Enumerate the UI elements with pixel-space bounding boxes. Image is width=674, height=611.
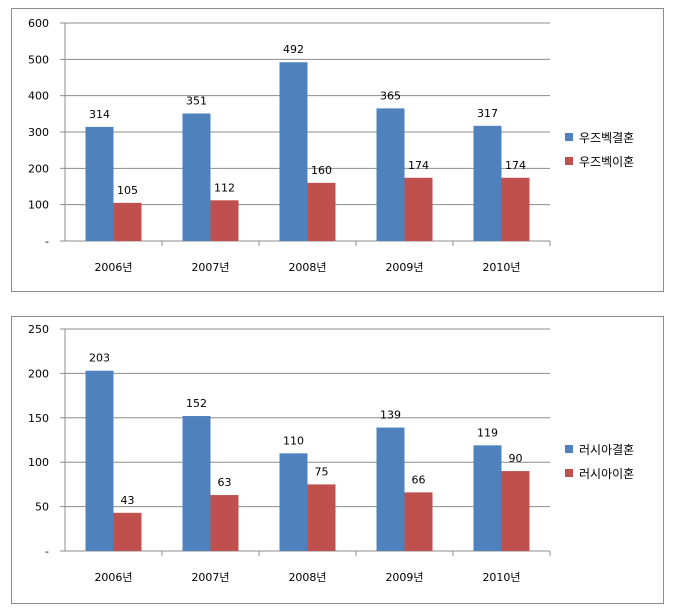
bar-value-label: 351: [186, 94, 207, 107]
bar-value-label: 90: [509, 452, 523, 465]
y-tick-label: 400: [28, 90, 49, 103]
bar: [473, 125, 502, 241]
bar-value-label: 174: [408, 159, 429, 172]
x-tick-label: 2008년: [288, 261, 326, 274]
bar: [307, 182, 336, 241]
y-tick-label: 50: [35, 501, 49, 514]
bar-value-label: 110: [283, 434, 304, 447]
bar-value-label: 174: [505, 159, 526, 172]
legend-swatch: [565, 469, 573, 477]
bar: [85, 126, 114, 241]
x-tick-label: 2007년: [191, 571, 229, 584]
bar-value-label: 492: [283, 43, 304, 56]
bar: [182, 113, 211, 241]
bar-value-label: 75: [315, 465, 329, 478]
legend-label: 우즈벡이혼: [579, 154, 635, 169]
chart-panel-1: - 100 200 300 400 500 600 314 105 2006년 351 112 2007…: [11, 8, 664, 292]
y-tick-label: 100: [28, 456, 49, 469]
y-tick-label: 150: [28, 412, 49, 425]
legend-item: 우즈벡이혼: [565, 149, 634, 173]
x-tick-label: 2009년: [385, 571, 423, 584]
x-tick-label: 2009년: [385, 261, 423, 274]
y-tick-label: 200: [28, 367, 49, 380]
bar-value-label: 317: [477, 107, 498, 120]
legend-label: 우즈벡결혼: [579, 130, 635, 145]
x-tick-label: 2010년: [482, 571, 520, 584]
y-tick-label: -: [45, 545, 49, 558]
bar-value-label: 112: [214, 181, 235, 194]
bar-value-label: 43: [121, 494, 135, 507]
bar-value-label: 314: [89, 108, 110, 121]
bar: [210, 200, 239, 241]
x-tick-label: 2006년: [94, 261, 132, 274]
bar: [404, 177, 433, 241]
y-tick-label: 300: [28, 126, 49, 139]
x-tick-label: 2006년: [94, 571, 132, 584]
bar-value-label: 365: [380, 89, 401, 102]
chart-2-plot: - 50 100 150 200 250 203 43 2006년 152 63 2007년 110 75…: [28, 323, 551, 584]
bar-value-label: 63: [218, 476, 232, 489]
bar-value-label: 119: [477, 426, 498, 439]
legend-label: 러시아이혼: [579, 466, 635, 481]
legend-item: 우즈벡결혼: [565, 125, 634, 149]
legend-item: 러시아결혼: [565, 437, 634, 461]
bar-value-label: 139: [380, 409, 401, 422]
legend-swatch: [565, 133, 573, 141]
x-tick-label: 2008년: [288, 571, 326, 584]
legend-item: 러시아이혼: [565, 461, 634, 485]
x-tick-label: 2010년: [482, 261, 520, 274]
bar-value-label: 105: [117, 184, 138, 197]
y-tick-label: 600: [28, 17, 49, 30]
x-tick-label: 2007년: [191, 261, 229, 274]
bar: [404, 492, 433, 551]
bar: [113, 202, 142, 241]
bar: [376, 427, 405, 551]
bar: [501, 471, 530, 551]
bar: [182, 416, 211, 551]
chart-1-plot: - 100 200 300 400 500 600 314 105 2006년 351 112 2007…: [28, 17, 551, 274]
bar: [376, 108, 405, 241]
chart-panel-2: - 50 100 150 200 250 203 43 2006년 152 63 2007년 110 75…: [11, 316, 664, 604]
bar: [210, 495, 239, 551]
y-tick-label: -: [45, 235, 49, 248]
bar: [501, 177, 530, 241]
legend-swatch: [565, 445, 573, 453]
bar: [279, 62, 308, 241]
legend-label: 러시아결혼: [579, 442, 635, 457]
y-tick-label: 250: [28, 323, 49, 336]
y-tick-label: 100: [28, 199, 49, 212]
bar: [113, 512, 142, 551]
bar-value-label: 203: [89, 352, 110, 365]
y-tick-label: 500: [28, 53, 49, 66]
bar: [279, 453, 308, 551]
bar-value-label: 152: [186, 397, 207, 410]
bar-value-label: 66: [412, 473, 426, 486]
bar: [85, 370, 114, 551]
bar: [307, 484, 336, 551]
bar-value-label: 160: [311, 164, 332, 177]
bar: [473, 445, 502, 551]
y-tick-label: 200: [28, 162, 49, 175]
legend-swatch: [565, 157, 573, 165]
